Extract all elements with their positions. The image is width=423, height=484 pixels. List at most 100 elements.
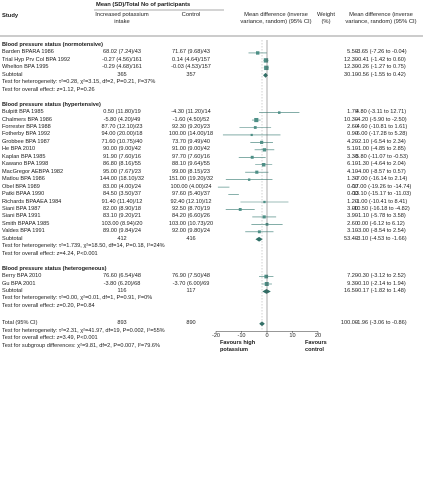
subtotal-increased: 116 — [117, 287, 127, 294]
subtotal-weight: 16.50 — [344, 287, 358, 294]
point-estimate — [277, 111, 281, 114]
study-control: 0.14 (4.64)/157 — [172, 56, 210, 63]
study-increased: 71.60 (10.75)/40 — [101, 138, 143, 145]
study-ci: -17.00 (-19.26 to -14.74) — [350, 183, 412, 190]
subtotal-diamond — [262, 289, 271, 294]
study-name: Siani BPA 1991 — [2, 213, 41, 220]
heterogeneity-test: Test for heterogeneity: τ²=0.00, χ²=0.01… — [2, 295, 153, 302]
study-increased: 95.00 (7.67)/23 — [103, 168, 141, 175]
study-control: 92.00 (9.80)/24 — [172, 228, 210, 235]
total-test-1: Test for overall effect: z=3.49, P<0.001 — [2, 335, 98, 342]
overall-effect-test: Test for overall effect: z=4.24, P<0.001 — [2, 250, 98, 257]
study-control: 88.10 (9.64)/55 — [172, 161, 210, 168]
study-ci: -4.20 (-5.90 to -2.50) — [355, 116, 407, 123]
subtotal-ci: -3.10 (-4.53 to -1.66) — [355, 235, 407, 242]
study-name: Patki BPAA 1990 — [2, 191, 45, 198]
study-weight: 0.00 — [347, 183, 358, 190]
study-weight: 0.00 — [347, 191, 358, 198]
subtotal-ci: -0.17 (-1.82 to 1.48) — [356, 287, 406, 294]
subtotal-label: Subtotal — [2, 287, 23, 294]
study-name: Grobbee BPA 1987 — [2, 138, 50, 145]
point-estimate — [264, 282, 269, 286]
study-control: 92.30 (9.20)/23 — [172, 124, 210, 130]
study-ci: -6.00 (-17.28 to 5.28) — [354, 131, 408, 138]
subtotal-control: 416 — [186, 235, 196, 242]
study-increased: 94.00 (20.00)/18 — [101, 131, 143, 138]
study-ci: 4.80 (-3.11 to 12.71) — [355, 109, 407, 116]
total-test-2: Test for subgroup differences: χ²=9.81, … — [2, 342, 161, 349]
study-name: Fotherby BPA 1992 — [2, 131, 51, 138]
total-weight: 100.00 — [340, 320, 358, 327]
study-name: Siani BPA 1987 — [2, 205, 41, 212]
group-title: Blood pressure status (normotensive) — [2, 42, 104, 48]
study-control: 73.70 (9.49)/40 — [172, 138, 210, 145]
study-ci: -13.10 (-15.17 to -11.03) — [350, 191, 412, 198]
subtotal-increased: 365 — [117, 71, 127, 78]
study-control: 76.90 (7.50)/48 — [172, 273, 210, 280]
point-estimate — [253, 126, 257, 129]
total-ci: -1.96 (-3.06 to -0.86) — [355, 320, 407, 327]
study-weight: 7.20 — [347, 273, 358, 280]
study-increased: 91.90 (7.60)/16 — [103, 153, 141, 160]
study-control: 92.50 (8.70)/19 — [172, 205, 210, 212]
total-diamond — [259, 321, 265, 327]
study-weight: 3.00 — [347, 205, 358, 212]
header-increased: Increased potassium intake — [95, 12, 149, 25]
study-name: Smith BPAPA 1985 — [2, 220, 50, 227]
study-ci: -0.30 (-3.12 to 2.52) — [356, 273, 406, 280]
study-increased: 86.80 (8.16)/55 — [103, 161, 141, 168]
subtotal-control: 117 — [186, 287, 196, 294]
study-increased: 84.50 (3.50)/37 — [103, 191, 141, 198]
header-weight: Weight (%) — [317, 12, 335, 25]
study-control: 71.67 (9.68)/43 — [172, 49, 210, 56]
study-ci: -0.26 (-1.27 to 0.75) — [356, 64, 406, 71]
study-weight: 12.30 — [344, 56, 358, 63]
x-tick-label: -20 — [211, 333, 221, 340]
study-weight: 2.60 — [347, 124, 358, 130]
study-name: Kaplan BPA 1985 — [2, 153, 46, 160]
point-estimate — [255, 51, 260, 55]
point-estimate — [255, 170, 259, 174]
point-estimate — [262, 215, 266, 219]
study-increased: 76.60 (6.54)/48 — [103, 273, 141, 280]
total-label: Total (95% CI) — [2, 320, 38, 327]
favours-right: Favours control — [305, 340, 327, 354]
study-name: MacGregor AEBPA 1982 — [2, 168, 64, 175]
study-weight: 4.20 — [347, 138, 358, 145]
study-increased: 144.00 (18.10)/32 — [99, 176, 145, 183]
study-ci: -4.00 (-8.57 to 0.57) — [356, 168, 406, 175]
subtotal-increased: 412 — [117, 235, 127, 242]
subtotal-label: Subtotal — [2, 71, 23, 78]
study-control: 99.00 (8.15)/23 — [172, 168, 210, 175]
x-tick-label: 20 — [314, 333, 322, 340]
header-study: Study — [2, 13, 19, 19]
overall-effect-test: Test for overall effect: z=1.12, P=0.26 — [2, 86, 95, 93]
study-control: 151.00 (19.20)/32 — [168, 176, 214, 183]
point-estimate — [254, 117, 259, 123]
study-control: 103.00 (10.73)/20 — [168, 220, 214, 227]
subtotal-diamond — [255, 236, 263, 242]
point-estimate — [260, 140, 264, 144]
study-ci: -1.30 (-4.64 to 2.04) — [356, 161, 406, 168]
study-control: 97.60 (5.40)/37 — [172, 191, 210, 198]
point-estimate — [250, 133, 253, 137]
subtotal-diamond — [263, 72, 269, 78]
study-control: 92.40 (12.10)/12 — [170, 198, 212, 205]
study-weight: 4.10 — [347, 168, 358, 175]
point-estimate — [250, 155, 254, 159]
total-increased: 893 — [117, 320, 127, 327]
study-name: Forrester BPA 1988 — [2, 124, 51, 130]
study-weight: 3.90 — [347, 213, 358, 220]
study-weight: 3.30 — [347, 153, 358, 160]
study-ci: -3.00 (-8.54 to 2.54) — [356, 228, 406, 235]
study-weight: 6.10 — [347, 161, 358, 168]
point-estimate — [262, 148, 267, 152]
point-estimate — [264, 274, 269, 279]
group-title: Blood pressure status (hypertensive) — [2, 101, 101, 108]
study-control: -4.30 (11.20)/14 — [171, 109, 211, 116]
subtotal-label: Subtotal — [2, 235, 23, 242]
favours-left: Favours high potassium — [220, 340, 256, 354]
study-control: 100.00 (14.00)/18 — [168, 131, 214, 138]
study-ci: -1.00 (-4.85 to 2.85) — [356, 146, 406, 153]
study-increased: 0.50 (11.80)/19 — [103, 109, 141, 116]
